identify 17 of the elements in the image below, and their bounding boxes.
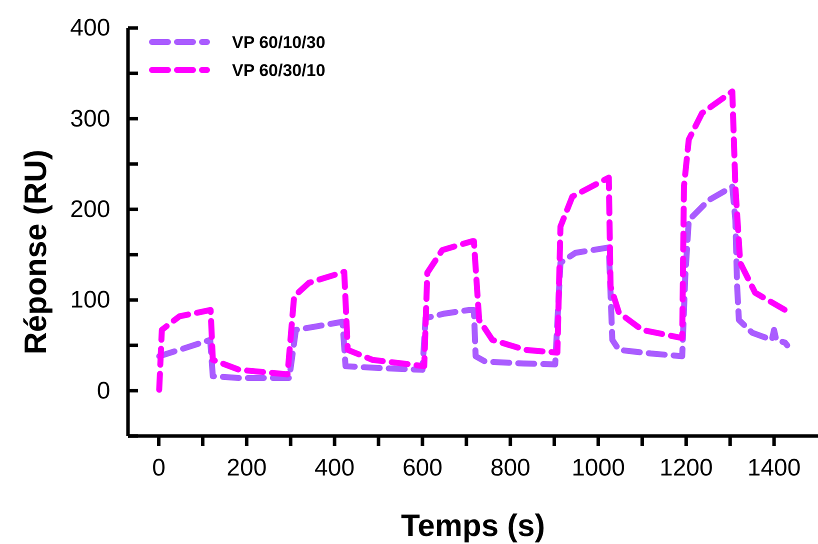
y-tick-label: 300 <box>70 105 110 132</box>
y-tick-label: 400 <box>70 14 110 42</box>
y-tick-label: 100 <box>70 286 110 314</box>
y-axis-title: Réponse (RU) <box>18 150 53 354</box>
x-tick-label: 0 <box>152 454 166 482</box>
legend-label: VP 60/30/10 <box>232 61 326 80</box>
x-tick-label: 200 <box>226 454 267 482</box>
x-tick-label: 600 <box>402 454 442 482</box>
x-tick-label: 1400 <box>747 454 801 482</box>
x-tick-label: 400 <box>314 454 355 482</box>
y-tick-label: 0 <box>96 377 110 404</box>
x-tick-label: 800 <box>490 454 530 482</box>
x-axis-title: Temps (s) <box>400 508 546 543</box>
legend-label: VP 60/10/30 <box>232 33 326 52</box>
y-tick-label: 200 <box>70 196 110 224</box>
x-tick-label: 1200 <box>659 454 713 482</box>
x-tick-label: 1000 <box>572 454 625 482</box>
